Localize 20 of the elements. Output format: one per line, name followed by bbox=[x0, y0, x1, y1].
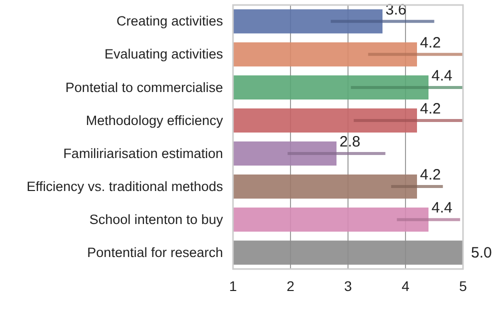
y-tick-label: Pontetial to commercialise bbox=[65, 80, 223, 95]
x-tick-label: 5 bbox=[459, 278, 468, 294]
y-tick-label: Creating activities bbox=[116, 14, 224, 29]
y-tick-label: Evaluating activities bbox=[104, 46, 224, 62]
data-label: 2.8 bbox=[340, 133, 360, 150]
x-tick-label: 1 bbox=[229, 278, 238, 294]
data-label: 4.4 bbox=[432, 200, 452, 217]
data-label: 4.2 bbox=[420, 34, 441, 52]
x-tick-label: 3 bbox=[344, 278, 352, 294]
y-tick-label: School intenton to buy bbox=[89, 212, 224, 227]
data-label: 5.0 bbox=[471, 244, 492, 262]
x-tick-label: 4 bbox=[402, 278, 410, 294]
data-label: 4.4 bbox=[432, 67, 452, 84]
y-tick-label: Efficiency vs. traditional methods bbox=[26, 178, 224, 194]
x-tick-label: 2 bbox=[286, 278, 295, 294]
y-tick-label: Familiriarisation estimation bbox=[63, 146, 223, 161]
data-label: 4.2 bbox=[420, 100, 441, 118]
y-tick-label: Methodology efficiency bbox=[86, 112, 224, 128]
y-tick-label: Pontential for research bbox=[87, 244, 223, 260]
data-label: 4.2 bbox=[420, 166, 441, 184]
